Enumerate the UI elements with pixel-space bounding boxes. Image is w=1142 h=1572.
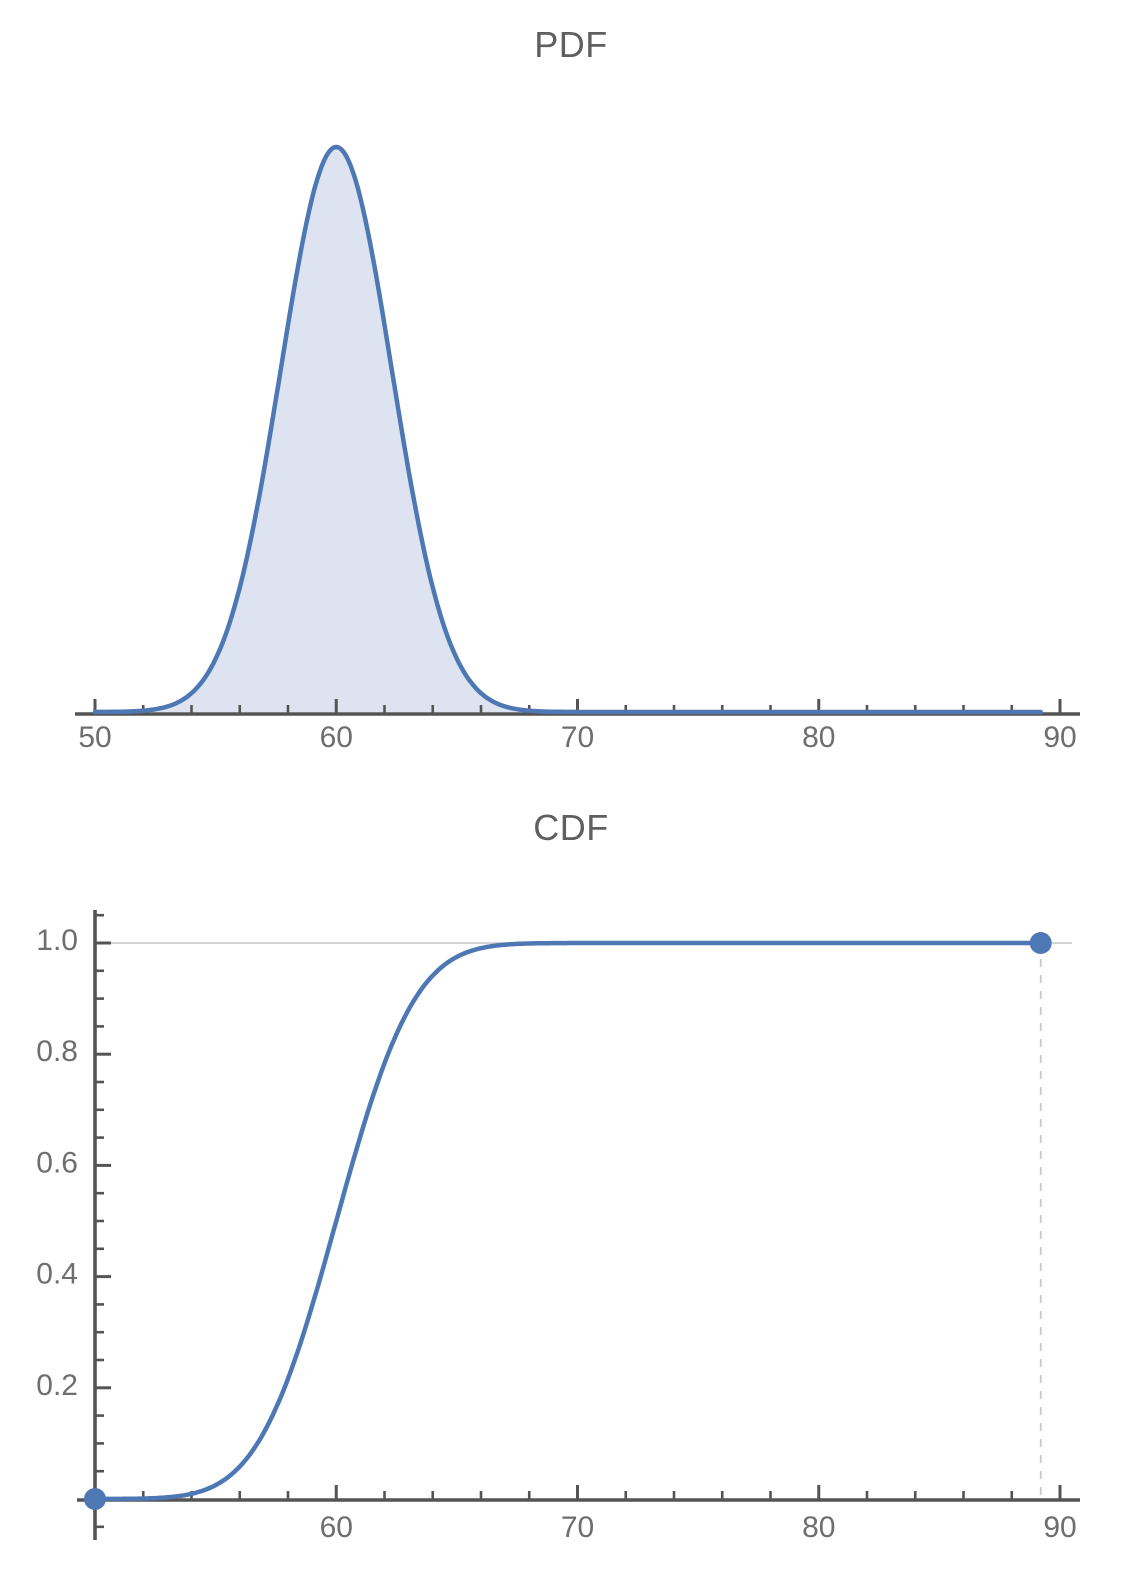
pdf-chart-title: PDF — [534, 24, 608, 65]
pdf-x-tick-label: 50 — [78, 721, 111, 754]
cdf-y-tick-label: 0.6 — [36, 1146, 78, 1179]
cdf-x-tick-label: 70 — [561, 1511, 594, 1544]
cdf-endpoint-dot-right — [1029, 932, 1052, 954]
pdf-chart: PDF 50 60 70 80 90 — [75, 24, 1080, 754]
pdf-area-fill — [95, 147, 1041, 712]
cdf-endpoint-dot-left — [84, 1488, 106, 1510]
cdf-chart-title: CDF — [533, 807, 609, 848]
cdf-x-tick-label: 90 — [1043, 1511, 1076, 1544]
cdf-x-tick-label: 60 — [320, 1511, 353, 1544]
cdf-x-tick-label: 80 — [802, 1511, 835, 1544]
cdf-plot-canvas: 0.2 0.4 0.6 0.8 1.0 60 70 80 90 — [36, 910, 1080, 1544]
cdf-curve — [92, 940, 1043, 1502]
cdf-y-tick-label: 1.0 — [36, 924, 78, 957]
cdf-chart: CDF 0.2 0.4 0.6 0.8 1.0 60 70 80 90 — [0, 786, 1142, 1572]
pdf-x-tick-label: 90 — [1043, 721, 1076, 754]
pdf-plot-canvas: 50 60 70 80 90 — [75, 144, 1080, 754]
pdf-x-tick-label: 70 — [561, 721, 594, 754]
pdf-curve — [92, 144, 1043, 715]
cdf-y-tick-label: 0.4 — [36, 1258, 78, 1291]
cdf-y-tick-label: 0.8 — [36, 1035, 78, 1068]
pdf-x-tick-label: 80 — [802, 721, 835, 754]
cdf-y-tick-label: 0.2 — [36, 1369, 78, 1402]
pdf-x-tick-label: 60 — [320, 721, 353, 754]
